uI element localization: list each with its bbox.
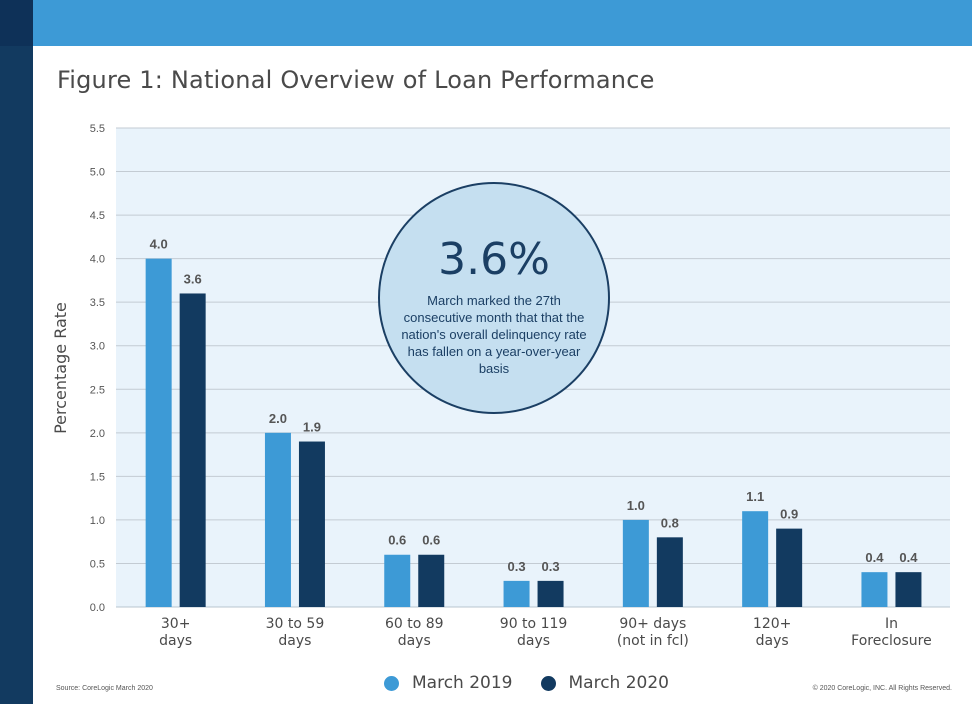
top-corner-block	[0, 0, 33, 46]
bar	[656, 537, 683, 607]
data-label: 2.0	[269, 411, 287, 426]
legend-item-march-2020: March 2020	[540, 673, 670, 693]
data-label: 0.4	[899, 550, 918, 565]
bar	[145, 258, 172, 607]
x-tick-label: 90 to 119	[500, 616, 568, 632]
source-note: Source: CoreLogic March 2020	[56, 685, 153, 692]
x-tick-label: 30 to 59	[266, 616, 325, 632]
legend-label-march-2020: March 2020	[568, 673, 670, 693]
y-tick-label: 2.5	[90, 384, 105, 396]
bar	[861, 572, 888, 607]
callout-text: March marked the 27th consecutive month …	[401, 293, 587, 376]
y-tick-label: 5.5	[90, 123, 105, 135]
data-label: 1.1	[746, 489, 764, 504]
y-tick-label: 0.5	[90, 558, 105, 570]
chart-legend: March 2019 March 2020	[384, 672, 697, 694]
bar	[179, 293, 206, 607]
figure-title: Figure 1: National Overview of Loan Perf…	[57, 66, 655, 94]
data-label: 0.4	[865, 550, 884, 565]
data-label: 0.3	[542, 559, 560, 574]
y-tick-label: 4.0	[90, 254, 105, 266]
copyright-note: © 2020 CoreLogic, INC. All Rights Reserv…	[812, 685, 952, 692]
data-label: 0.3	[508, 559, 526, 574]
data-label: 1.0	[627, 498, 645, 513]
x-tick-label: days	[159, 633, 192, 649]
x-tick-label: Foreclosure	[851, 633, 932, 649]
bar	[776, 528, 803, 607]
x-tick-label: 120+	[753, 616, 791, 632]
data-label: 3.6	[184, 271, 202, 286]
bar	[622, 519, 649, 607]
x-tick-label: days	[278, 633, 311, 649]
x-tick-label: (not in fcl)	[617, 633, 689, 649]
data-label: 0.9	[780, 507, 798, 522]
left-side-band	[0, 46, 33, 704]
bar	[264, 432, 291, 607]
data-label: 0.6	[422, 533, 440, 548]
callout-value: 3.6%	[438, 234, 550, 285]
data-label: 0.6	[388, 533, 406, 548]
x-tick-label: 30+	[161, 616, 191, 632]
callout-circle: 3.6% March marked the 27th consecutive m…	[378, 182, 610, 414]
bar	[418, 554, 445, 607]
y-tick-label: 1.0	[90, 515, 105, 527]
bar	[742, 511, 769, 607]
x-tick-label: days	[756, 633, 789, 649]
data-label: 1.9	[303, 420, 321, 435]
y-axis-label: Percentage Rate	[51, 302, 70, 434]
y-tick-label: 5.0	[90, 167, 105, 179]
legend-swatch-march-2020	[540, 675, 556, 691]
legend-label-march-2019: March 2019	[412, 673, 513, 693]
x-tick-label: 60 to 89	[385, 616, 444, 632]
data-label: 0.8	[661, 515, 679, 530]
bar	[895, 572, 922, 607]
x-tick-label: 90+ days	[619, 616, 686, 632]
x-tick-label: days	[517, 633, 550, 649]
y-tick-label: 2.0	[90, 428, 105, 440]
bar	[537, 580, 564, 607]
y-tick-label: 0.0	[90, 602, 105, 614]
bar	[298, 441, 325, 607]
top-banner	[0, 0, 972, 46]
y-tick-label: 1.5	[90, 471, 105, 483]
y-tick-label: 3.5	[90, 297, 105, 309]
y-tick-label: 4.5	[90, 210, 105, 222]
y-tick-label: 3.0	[90, 341, 105, 353]
x-tick-label: In	[885, 616, 898, 632]
data-label: 4.0	[150, 237, 168, 252]
bar	[503, 580, 530, 607]
legend-swatch-march-2019	[384, 675, 399, 691]
legend-item-march-2019: March 2019	[384, 673, 513, 693]
x-tick-label: days	[398, 633, 431, 649]
bar	[384, 554, 411, 607]
